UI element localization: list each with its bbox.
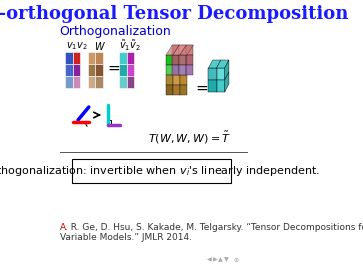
Bar [88, 64, 95, 76]
Text: A.: A. [60, 224, 69, 233]
Text: ⊕: ⊕ [233, 258, 238, 262]
Bar [73, 76, 80, 88]
Bar [172, 65, 179, 75]
Bar [180, 65, 187, 75]
Text: Orthogonalization: invertible when $v_i$'s linearly independent.: Orthogonalization: invertible when $v_i$… [0, 164, 320, 178]
Bar [179, 55, 186, 65]
Bar [173, 55, 180, 65]
Text: R. Ge, D. Hsu, S. Kakade, M. Telgarsky. “Tensor Decompositions for Learning Late: R. Ge, D. Hsu, S. Kakade, M. Telgarsky. … [65, 224, 363, 233]
Bar [108, 120, 111, 125]
Text: Variable Models.” JMLR 2014.: Variable Models.” JMLR 2014. [60, 233, 192, 243]
Bar [166, 85, 173, 95]
Bar [186, 65, 193, 75]
Bar [88, 52, 95, 64]
Bar [127, 64, 134, 76]
Bar [95, 76, 103, 88]
Polygon shape [225, 60, 229, 80]
Text: ◀: ◀ [207, 258, 211, 262]
Bar [65, 76, 73, 88]
Bar [95, 64, 103, 76]
Polygon shape [225, 72, 229, 92]
Text: ▲: ▲ [219, 258, 223, 262]
Bar [179, 45, 186, 55]
Bar [172, 55, 179, 65]
Polygon shape [166, 45, 179, 55]
Bar [172, 45, 179, 55]
Bar [208, 80, 217, 92]
Text: ▼: ▼ [224, 258, 229, 262]
Bar [73, 52, 80, 64]
Bar [119, 64, 127, 76]
Bar [119, 52, 127, 64]
Bar [173, 75, 180, 85]
Polygon shape [217, 60, 229, 68]
Bar [166, 65, 173, 75]
Bar [217, 68, 225, 80]
FancyBboxPatch shape [72, 159, 231, 183]
Bar [180, 55, 187, 65]
Bar [180, 75, 187, 85]
Text: $T(W, W, W) = \tilde{T}$: $T(W, W, W) = \tilde{T}$ [147, 130, 231, 146]
Bar [217, 80, 225, 92]
Bar [119, 76, 127, 88]
Bar [179, 65, 186, 75]
Bar [173, 85, 180, 95]
Bar [65, 52, 73, 64]
Bar [180, 85, 187, 95]
Text: $\tilde{v}_1\tilde{v}_2$: $\tilde{v}_1\tilde{v}_2$ [119, 39, 141, 53]
Bar [166, 75, 173, 85]
Bar [73, 64, 80, 76]
Bar [173, 65, 180, 75]
Bar [127, 52, 134, 64]
Text: =: = [107, 60, 120, 76]
Bar [127, 76, 134, 88]
Polygon shape [208, 60, 221, 68]
Polygon shape [180, 45, 193, 55]
Text: =: = [196, 81, 208, 95]
Text: Non-orthogonal Tensor Decomposition: Non-orthogonal Tensor Decomposition [0, 5, 348, 23]
Text: ▶: ▶ [213, 258, 217, 262]
Bar [95, 52, 103, 64]
Text: $v_1 v_2$: $v_1 v_2$ [66, 40, 88, 52]
Text: $W$: $W$ [94, 40, 106, 52]
Bar [208, 68, 217, 80]
Bar [65, 64, 73, 76]
Bar [88, 76, 95, 88]
Bar [186, 55, 193, 65]
Bar [186, 45, 193, 55]
Bar [166, 55, 173, 65]
Text: Orthogonalization: Orthogonalization [60, 26, 171, 39]
Polygon shape [173, 45, 186, 55]
